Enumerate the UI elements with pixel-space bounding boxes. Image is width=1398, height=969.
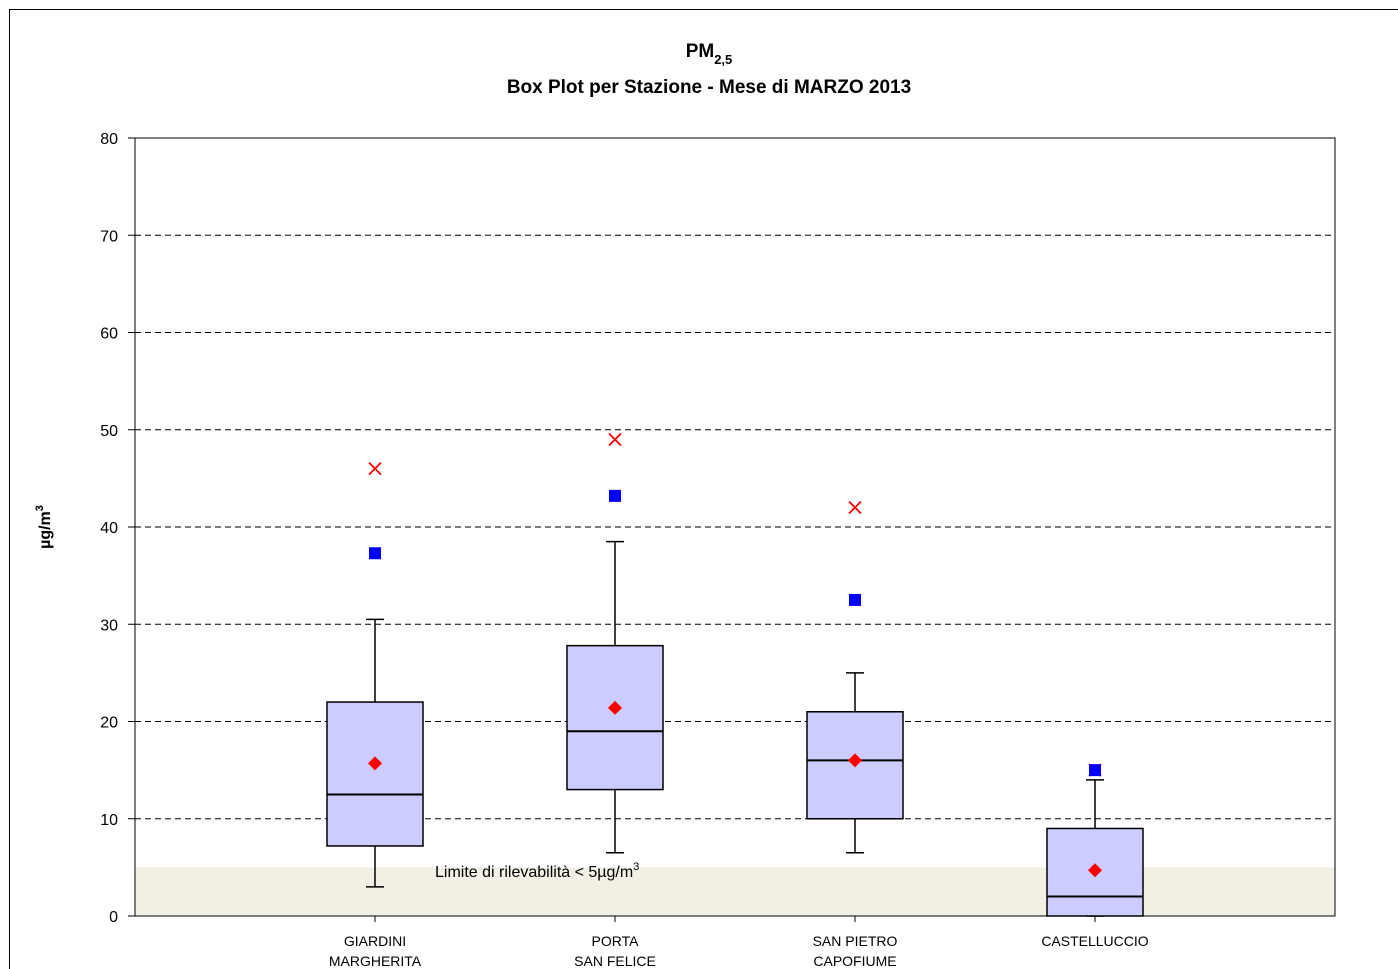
mean-marker	[1088, 863, 1102, 878]
detection-label-sup: 3	[633, 861, 639, 873]
plot-frame	[134, 137, 1336, 917]
y-tick-label: 10	[100, 812, 118, 829]
cross-marker	[848, 500, 862, 515]
square-marker	[1089, 764, 1101, 777]
y-label-sup: 3	[34, 505, 46, 511]
y-tick-label: 60	[100, 326, 118, 343]
cross-marker	[368, 462, 382, 476]
y-label-main: µg/m	[37, 511, 54, 549]
mean-marker	[608, 700, 622, 715]
y-tick-label: 50	[100, 423, 118, 440]
square-marker	[849, 593, 861, 606]
detection-label: Limite di rilevabilità < 5µg/m3	[435, 861, 639, 881]
x-tick-label: SAN PIETRO	[813, 933, 898, 949]
y-tick-label: 40	[100, 520, 118, 537]
title-main: PM	[686, 41, 715, 62]
y-axis-label: µg/m3	[34, 505, 54, 549]
detection-label-main: Limite di rilevabilità < 5µg/m	[435, 864, 633, 881]
title-sub: 2,5	[714, 52, 732, 67]
chart-frame	[9, 9, 1398, 969]
y-tick-label: 70	[100, 228, 118, 245]
y-tick-label: 30	[100, 617, 118, 634]
x-tick-label: CAPOFIUME	[813, 953, 896, 969]
y-tick-label: 80	[100, 131, 118, 148]
x-tick-label: GIARDINI	[344, 933, 406, 949]
chart-subtitle: Box Plot per Stazione - Mese di MARZO 20…	[507, 77, 911, 98]
box	[566, 644, 664, 791]
y-tick-label: 0	[109, 909, 118, 926]
cross-marker	[608, 432, 622, 447]
square-marker	[609, 489, 621, 502]
x-tick-label: PORTA	[592, 933, 640, 949]
detection-band	[135, 867, 1335, 916]
mean-marker	[368, 756, 382, 771]
mean-marker	[848, 753, 862, 768]
y-tick-label: 20	[100, 715, 118, 732]
x-tick-label: MARGHERITA	[329, 953, 422, 969]
chart-title: PM2,5	[686, 41, 733, 67]
square-marker	[369, 547, 381, 560]
x-tick-label: SAN FELICE	[574, 953, 656, 969]
x-tick-label: CASTELLUCCIO	[1041, 933, 1148, 949]
box	[326, 701, 424, 847]
